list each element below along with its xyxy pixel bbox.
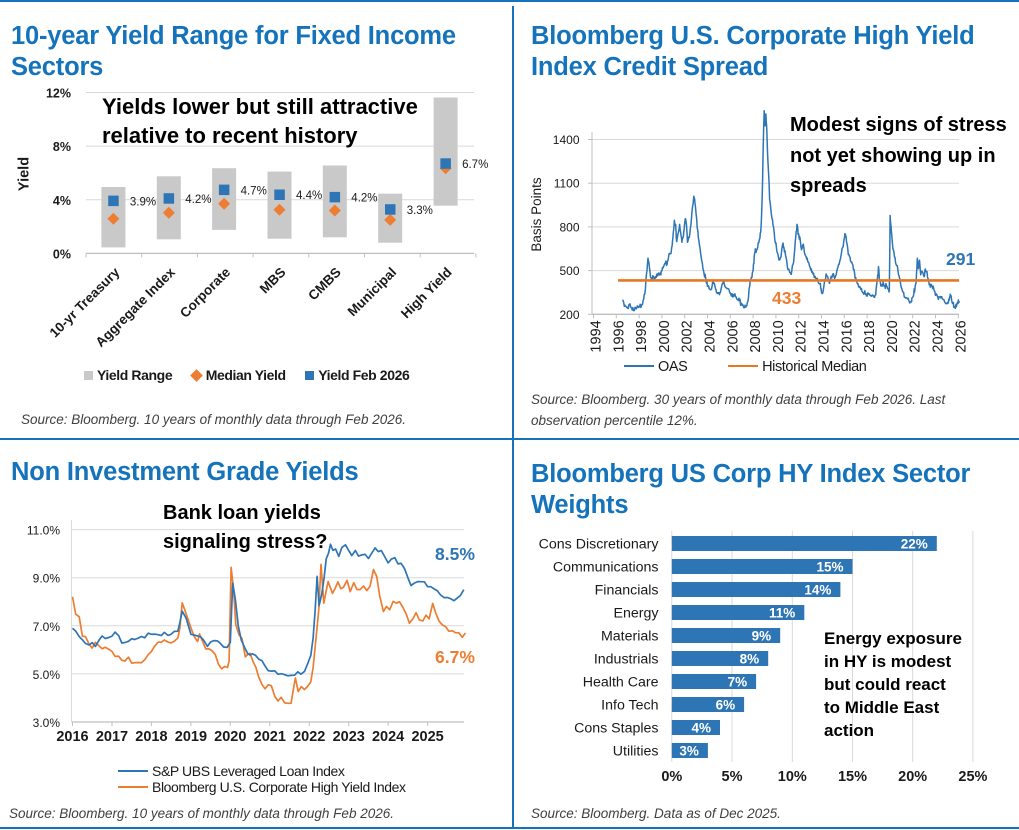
svg-text:22%: 22% [901,536,928,551]
svg-text:4.2%: 4.2% [185,194,211,206]
svg-text:Info Tech: Info Tech [601,698,658,714]
svg-text:2016: 2016 [56,729,88,745]
svg-text:2020: 2020 [885,320,901,352]
svg-text:0%: 0% [661,769,682,785]
svg-text:Materials: Materials [601,629,659,645]
svg-text:0%: 0% [53,247,71,261]
svg-text:Basis Points: Basis Points [529,177,544,252]
svg-text:2024: 2024 [931,320,947,352]
svg-text:12%: 12% [46,87,71,101]
svg-text:3%: 3% [679,743,699,758]
svg-text:1998: 1998 [634,320,650,352]
svg-text:2022: 2022 [908,320,924,352]
svg-text:Energy: Energy [614,606,660,622]
svg-text:3.9%: 3.9% [130,196,156,208]
svg-text:MBS: MBS [257,265,289,297]
svg-text:1996: 1996 [611,320,627,352]
svg-text:4.4%: 4.4% [296,190,322,202]
svg-text:Corporate: Corporate [177,264,234,321]
svg-text:Cons Discretionary: Cons Discretionary [539,537,660,553]
svg-text:2017: 2017 [96,729,128,745]
svg-text:25%: 25% [958,769,987,785]
svg-text:14%: 14% [804,582,831,597]
svg-text:433: 433 [772,288,801,308]
svg-text:6.7%: 6.7% [462,159,488,171]
svg-text:2024: 2024 [372,729,404,745]
svg-text:2020: 2020 [214,729,246,745]
svg-text:1994: 1994 [589,320,605,352]
svg-text:2023: 2023 [333,729,365,745]
svg-text:CMBS: CMBS [305,265,344,304]
svg-text:2016: 2016 [839,320,855,352]
svg-text:2008: 2008 [748,320,764,352]
svg-text:Utilities: Utilities [613,744,659,760]
svg-text:1400: 1400 [553,133,580,147]
svg-text:6%: 6% [716,697,736,712]
svg-text:2026: 2026 [953,320,969,352]
svg-text:Health Care: Health Care [583,675,659,691]
svg-text:8%: 8% [740,651,760,666]
svg-text:8.5%: 8.5% [435,544,475,564]
svg-text:7.0%: 7.0% [33,620,61,634]
svg-text:2004: 2004 [703,320,719,352]
svg-text:2019: 2019 [175,729,207,745]
svg-text:2018: 2018 [135,729,167,745]
svg-text:3.0%: 3.0% [33,716,61,730]
svg-text:7%: 7% [728,674,748,689]
svg-text:800: 800 [559,220,579,234]
svg-text:Yield: Yield [17,157,33,191]
svg-text:Municipal: Municipal [345,265,400,320]
svg-text:6.7%: 6.7% [435,647,475,667]
svg-text:Industrials: Industrials [594,652,659,668]
svg-text:9.0%: 9.0% [33,572,61,586]
svg-text:15%: 15% [816,559,843,574]
svg-text:Financials: Financials [595,583,659,599]
svg-text:5.0%: 5.0% [33,668,61,682]
svg-text:4%: 4% [691,720,711,735]
svg-text:4.2%: 4.2% [351,193,377,205]
svg-text:10%: 10% [778,769,807,785]
svg-text:500: 500 [559,264,579,278]
svg-text:2012: 2012 [794,320,810,352]
svg-text:2021: 2021 [254,729,286,745]
svg-text:2014: 2014 [817,320,833,352]
svg-text:4.7%: 4.7% [241,185,267,197]
svg-text:5%: 5% [722,769,743,785]
svg-text:11%: 11% [769,605,795,620]
svg-text:Cons Staples: Cons Staples [574,721,658,737]
svg-text:8%: 8% [53,140,71,154]
svg-text:2010: 2010 [771,320,787,352]
svg-text:3.3%: 3.3% [407,205,433,217]
svg-text:291: 291 [946,249,975,269]
svg-text:9%: 9% [752,628,772,643]
svg-text:2022: 2022 [293,729,325,745]
svg-text:2000: 2000 [657,320,673,352]
svg-text:2002: 2002 [680,320,696,352]
svg-text:4%: 4% [53,194,71,208]
svg-text:1100: 1100 [554,177,580,191]
svg-text:High Yield: High Yield [398,265,455,322]
svg-text:11.0%: 11.0% [27,524,60,538]
svg-text:20%: 20% [898,769,927,785]
svg-text:15%: 15% [838,769,867,785]
svg-text:2025: 2025 [411,729,443,745]
svg-text:200: 200 [559,308,579,322]
svg-text:2006: 2006 [725,320,741,352]
svg-text:Communications: Communications [553,560,659,576]
svg-text:2018: 2018 [862,320,878,352]
